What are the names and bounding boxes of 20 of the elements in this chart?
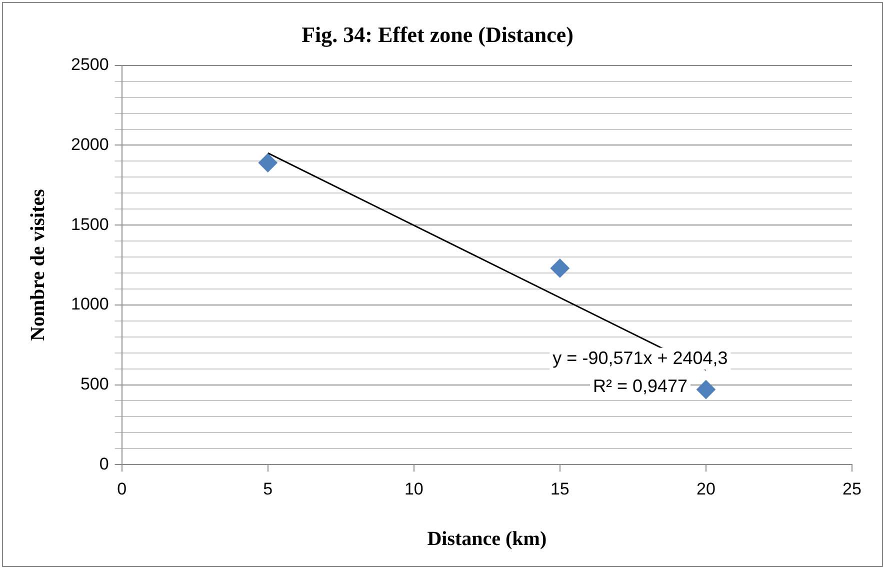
- x-tick-label: 20: [696, 479, 716, 498]
- y-tick-label: 1500: [70, 214, 109, 234]
- y-tick-label: 0: [99, 454, 109, 474]
- x-tick-label: 25: [842, 479, 862, 498]
- x-tick-label: 10: [404, 479, 424, 498]
- annotation: R² = 0,9477: [592, 376, 688, 396]
- point: [696, 380, 716, 400]
- y-tick-label: 500: [80, 374, 109, 394]
- chart-title: Fig. 34: Effet zone (Distance): [302, 22, 574, 47]
- y-tick-label: 2500: [70, 55, 109, 74]
- annotation: y = -90,571x + 2404,3: [552, 348, 728, 368]
- y-tick-label: 1000: [70, 294, 109, 314]
- x-tick-label: 5: [263, 479, 273, 498]
- x-tick-label: 0: [117, 479, 127, 498]
- point: [258, 153, 278, 172]
- x-tick-label: 15: [550, 479, 570, 498]
- y-axis-title: Nombre de visites: [27, 188, 50, 341]
- y-tick-label: 2000: [70, 134, 109, 154]
- x-axis-title: Distance (km): [427, 528, 547, 550]
- point: [550, 258, 570, 278]
